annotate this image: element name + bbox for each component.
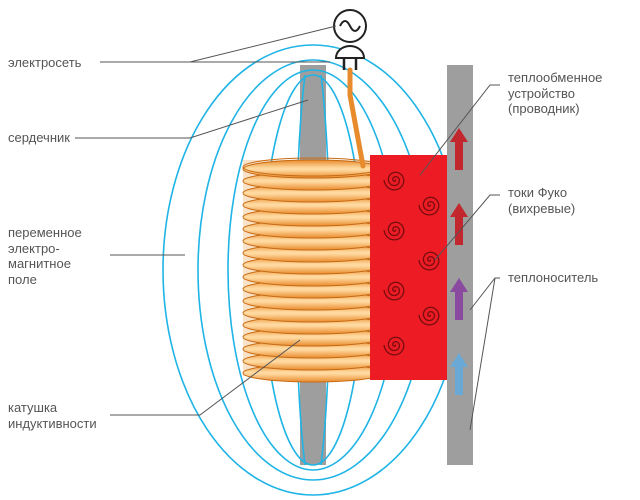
label-carrier: теплоноситель [508,270,598,286]
label-exchanger: теплообменноеустройство(проводник) [508,70,602,117]
label-field: переменноеэлектро-магнитноеполе [8,225,82,287]
leader-line [470,278,500,430]
power-source [334,10,366,166]
label-power: электросеть [8,55,81,71]
leader-line [470,278,500,310]
induction-coil [243,158,383,382]
label-coil: катушкаиндуктивности [8,400,97,431]
lead-wire [350,70,363,166]
leader-line [100,26,336,62]
coolant-pipe [447,65,473,465]
leader-line [75,100,308,138]
plug-icon [336,46,364,58]
label-eddy: токи Фуко(вихревые) [508,185,575,216]
label-core: сердечник [8,130,70,146]
